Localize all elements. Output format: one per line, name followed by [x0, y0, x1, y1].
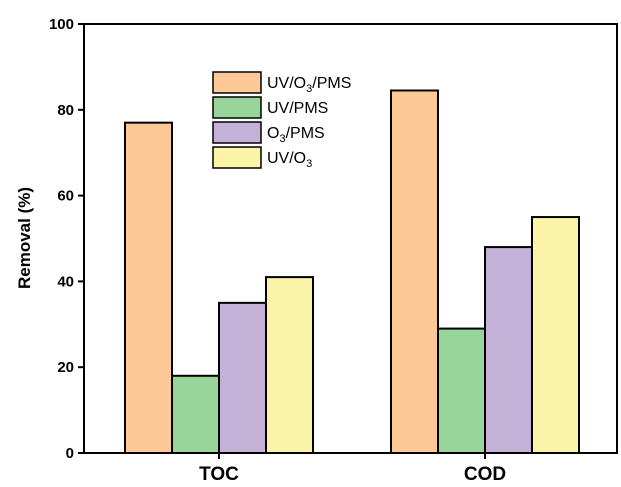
y-tick-label: 60 [57, 188, 74, 205]
bar-cod-series-1 [390, 89, 439, 455]
y-tick-label: 20 [57, 359, 74, 376]
bar-toc-series-4 [265, 276, 314, 454]
bar-toc-series-1 [124, 121, 173, 454]
legend-swatch-2 [212, 96, 262, 119]
x-category-label: COD [464, 464, 506, 485]
x-category-label: TOC [199, 464, 239, 485]
y-tick-label: 80 [57, 102, 74, 119]
y-tick-label: 100 [49, 16, 74, 33]
bar-toc-series-3 [218, 301, 267, 454]
legend-label-2: UV/PMS [267, 100, 328, 117]
bar-cod-series-2 [437, 327, 486, 454]
bar-toc-series-2 [171, 374, 220, 454]
bar-cod-series-4 [531, 216, 580, 454]
legend-swatch-3 [212, 121, 262, 144]
bar-cod-series-3 [484, 246, 533, 454]
legend-label-1: UV/O3/PMS [267, 75, 351, 95]
legend-label-3: O3/PMS [267, 125, 325, 145]
legend-label-4: UV/O3 [267, 150, 312, 170]
plot-frame [83, 23, 618, 454]
legend-swatch-1 [212, 71, 262, 94]
y-tick-label: 0 [66, 445, 74, 462]
y-tick-label: 40 [57, 273, 74, 290]
legend-swatch-4 [212, 146, 262, 169]
y-axis-label: Removal (%) [15, 187, 34, 289]
